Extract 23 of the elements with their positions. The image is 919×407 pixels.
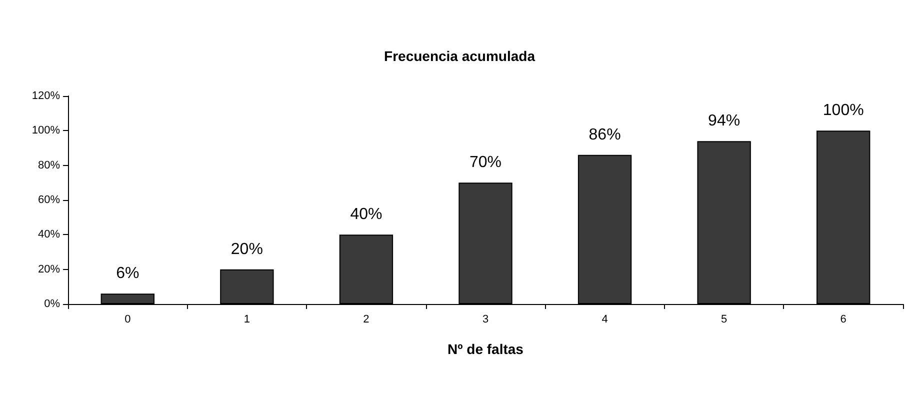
x-tick-label: 5 bbox=[721, 314, 728, 326]
y-tick-label: 40% bbox=[38, 228, 60, 241]
data-label: 100% bbox=[822, 102, 864, 120]
x-axis-title: Nº de faltas bbox=[448, 341, 524, 357]
data-label: 86% bbox=[588, 126, 621, 144]
x-tick-label: 1 bbox=[244, 314, 250, 326]
x-tick-label: 0 bbox=[124, 314, 131, 326]
y-tick-label: 60% bbox=[38, 194, 60, 206]
y-tick-label: 20% bbox=[38, 263, 60, 276]
data-label: 70% bbox=[469, 154, 502, 172]
x-tick-label: 6 bbox=[840, 314, 846, 326]
x-tick-label: 3 bbox=[482, 314, 489, 326]
y-tick-label: 100% bbox=[32, 124, 60, 137]
data-label: 40% bbox=[350, 206, 382, 224]
data-label: 94% bbox=[708, 112, 740, 130]
chart-title: Frecuencia acumulada bbox=[384, 48, 536, 64]
y-tick-label: 80% bbox=[38, 159, 60, 172]
y-tick-label: 0% bbox=[44, 298, 60, 310]
data-label: 6% bbox=[116, 265, 140, 282]
x-tick-label: 2 bbox=[363, 314, 370, 326]
y-tick-label: 120% bbox=[32, 90, 60, 102]
x-tick-label: 4 bbox=[602, 314, 608, 326]
data-label: 20% bbox=[230, 240, 263, 258]
